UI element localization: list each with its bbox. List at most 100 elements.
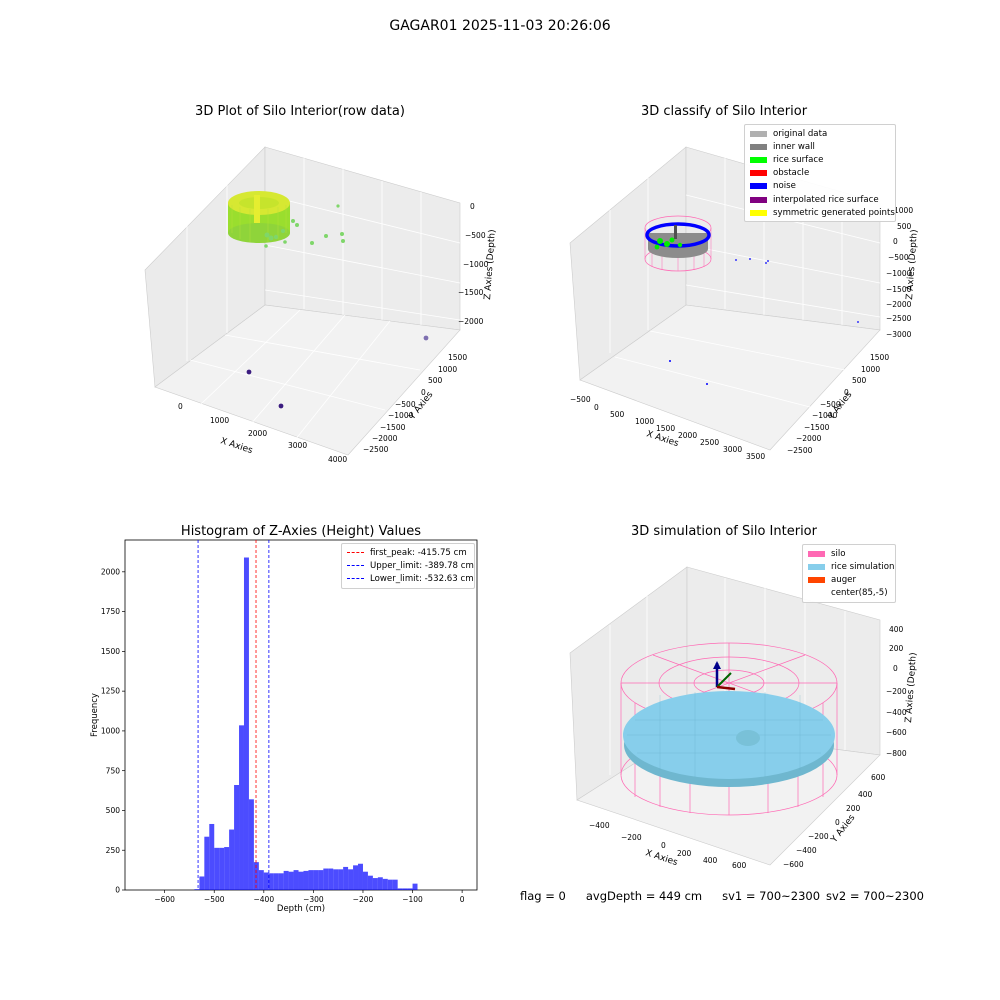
p1-ytick: −2500 [363, 445, 389, 454]
histogram-bar [407, 888, 413, 890]
legend-label: rice simulation [831, 561, 895, 572]
p4-xtick: 400 [703, 856, 718, 865]
histogram-xtick-label: −300 [303, 895, 324, 904]
p4-ztick: 200 [889, 644, 904, 653]
figure-suptitle: GAGAR01 2025-11-03 20:26:06 [389, 18, 611, 34]
p4-ztick: −600 [886, 728, 907, 737]
legend-label: interpolated rice surface [773, 194, 879, 205]
p1-ztick: 0 [470, 202, 475, 211]
histogram-bar [402, 888, 408, 890]
legend-item: symmetric generated points [750, 206, 895, 219]
histogram-bar [283, 870, 289, 890]
histogram-xtick-label: −600 [154, 895, 175, 904]
p2-ytick: 500 [852, 376, 867, 385]
legend-swatch [750, 209, 767, 216]
p2-ztick: 500 [897, 222, 912, 231]
legend-swatch [750, 183, 767, 190]
histogram-bar [308, 870, 314, 890]
histogram-legend: first_peak: -415.75 cm Upper_limit: -389… [341, 543, 475, 589]
histogram-bar [323, 868, 329, 890]
p1-ytick: 500 [428, 376, 443, 385]
histogram-bar [209, 823, 215, 890]
histogram-bar [362, 871, 368, 890]
p4-xtick: 0 [661, 841, 666, 850]
histogram-bar [313, 870, 319, 890]
p2-xtick: 2000 [678, 431, 697, 440]
histogram-bar [298, 871, 304, 890]
legend-item: noise [750, 180, 890, 193]
p2-xtick: 3500 [746, 452, 765, 461]
histogram-bar [194, 889, 200, 890]
status-flag: flag = 0 [520, 889, 566, 903]
p4-ztick: 400 [889, 625, 904, 634]
status-avg-depth: avgDepth = 449 cm [585, 889, 703, 903]
p4-xlabel: X Axies [644, 848, 679, 868]
legend-label: Upper_limit: -389.78 cm [370, 560, 474, 571]
legend-label: silo [831, 548, 846, 559]
histogram-xlabel: Depth (cm) [277, 904, 325, 914]
histogram-chart: −600 −500 −400 −300 −200 −100 0 0 250 500 750 1000 1… [90, 539, 478, 914]
histogram-bar [328, 868, 334, 890]
histogram-ytick-label: 500 [106, 806, 121, 815]
p1-ytick: 0 [421, 388, 426, 397]
p4-ztick: −200 [886, 687, 907, 696]
p1-xtick: 4000 [328, 455, 347, 464]
legend-swatch [808, 550, 825, 557]
histogram-bar [343, 866, 349, 890]
p1-ytick: 1000 [438, 365, 457, 374]
histogram-bar [214, 847, 220, 890]
p4-ytick: −200 [808, 832, 829, 841]
legend-swatch [750, 196, 767, 203]
panel4-3d-axes: −400 −200 0 200 400 600 600 400 200 0 −2… [569, 566, 919, 870]
histogram-bar [392, 879, 398, 890]
histogram-xtick-label: −100 [402, 895, 423, 904]
p2-ztick: 0 [893, 237, 898, 246]
p2-xtick: 0 [594, 403, 599, 412]
legend-line [347, 578, 364, 580]
p1-xtick: 3000 [288, 441, 307, 450]
histogram-xtick-label: −500 [204, 895, 225, 904]
p2-xtick: 2500 [700, 438, 719, 447]
histogram-bar [229, 829, 235, 890]
p4-xtick: 200 [677, 849, 692, 858]
histogram-bar [387, 879, 393, 890]
histogram-bar [234, 785, 240, 890]
p2-ztick: 1000 [894, 206, 913, 215]
legend-label: inner wall [773, 141, 815, 152]
p2-xtick: −500 [570, 395, 591, 404]
histogram-ytick-label: 0 [115, 886, 120, 895]
panel2-legend: original data inner wall rice surface ob… [744, 124, 896, 223]
legend-item: center(85,-5) [808, 587, 890, 600]
p1-ytick: −2000 [372, 434, 398, 443]
p4-ytick: −400 [796, 846, 817, 855]
panel2-title: 3D classify of Silo Interior [640, 104, 808, 119]
legend-item: rice surface [750, 153, 890, 166]
panel2-3d-axes: −500 0 500 1000 1500 2000 2500 3000 3500… [569, 146, 920, 461]
p4-ytick: 0 [835, 818, 840, 827]
histogram-xtick-label: −200 [353, 895, 374, 904]
status-line: flag = 0 avgDepth = 449 cm sv1 = 700~2300 s… [520, 889, 944, 903]
p1-zlabel: Z Axies (Depth) [483, 229, 498, 300]
histogram-ytick-label: 1500 [101, 647, 120, 656]
histogram-bar [397, 888, 403, 890]
legend-item: interpolated rice surface [750, 193, 890, 206]
p1-xtick: 2000 [248, 429, 267, 438]
p4-ztick: −800 [886, 749, 907, 758]
p2-ztick: −3000 [886, 330, 912, 339]
histogram-bar [318, 870, 324, 890]
legend-item: original data [750, 127, 890, 140]
legend-label: obstacle [773, 168, 810, 179]
histogram-bar [303, 870, 309, 890]
p2-ztick: −2000 [886, 300, 912, 309]
panel1-title: 3D Plot of Silo Interior(row data) [195, 104, 405, 119]
p4-ytick: 600 [871, 773, 886, 782]
histogram-ytick-label: 250 [106, 846, 121, 855]
panel4-title: 3D simulation of Silo Interior [631, 524, 817, 539]
legend-label: rice surface [773, 154, 824, 165]
legend-label: auger [831, 574, 856, 585]
p4-ytick: 200 [846, 804, 861, 813]
histogram-bar [348, 869, 354, 890]
histogram-xtick-label: −400 [254, 895, 275, 904]
p1-xtick: 0 [178, 402, 183, 411]
histogram-ytick-label: 750 [106, 766, 121, 775]
